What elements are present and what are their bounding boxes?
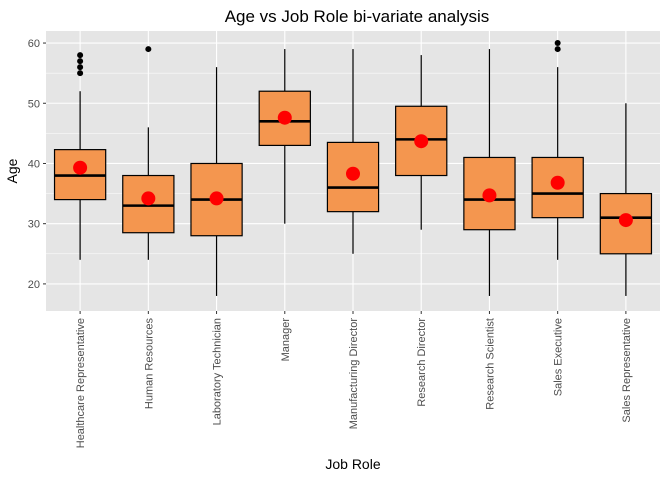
mean-point [618, 213, 633, 228]
box-3 [190, 67, 243, 296]
boxes-layer [53, 40, 653, 296]
x-tick-label: Manufacturing Director [348, 318, 360, 430]
mean-point [482, 188, 497, 203]
y-axis: 20 30 40 50 60 [28, 38, 46, 291]
box-2 [122, 46, 175, 260]
box-4 [258, 49, 311, 224]
mean-point [73, 160, 88, 175]
mean-point [209, 191, 224, 206]
mean-point [346, 166, 360, 181]
y-tick-label: 60 [28, 38, 40, 50]
box-7 [463, 49, 516, 296]
x-tick-label: Human Resources [143, 318, 155, 410]
outlier-point [554, 46, 561, 53]
outlier-point [77, 58, 84, 65]
outlier-point [145, 46, 152, 53]
x-tick-label: Sales Representative [621, 318, 633, 423]
outlier-point [77, 64, 84, 71]
box-8 [531, 40, 584, 260]
x-tick-label: Laboratory Technician [212, 318, 224, 425]
outlier-point [554, 40, 561, 47]
chart-title: Age vs Job Role bi-variate analysis [225, 7, 490, 26]
box-5 [326, 49, 380, 254]
outlier-point [77, 52, 84, 59]
y-tick-label: 50 [28, 98, 40, 110]
x-tick-label: Healthcare Representative [75, 318, 87, 448]
x-axis-title: Job Role [325, 456, 380, 472]
mean-point [141, 191, 156, 206]
x-tick-label: Manager [280, 318, 292, 362]
y-tick-label: 30 [28, 219, 40, 231]
mean-point [550, 175, 565, 190]
x-axis: Healthcare Representative Human Resources… [75, 311, 633, 448]
box-9 [599, 103, 653, 296]
x-tick-label: Sales Executive [553, 318, 565, 396]
y-tick-label: 40 [28, 158, 40, 170]
x-tick-label: Research Scientist [484, 318, 496, 410]
box-6 [395, 55, 448, 230]
y-axis-title: Age [4, 158, 20, 183]
x-tick-label: Research Director [416, 318, 428, 407]
mean-point [414, 134, 429, 149]
y-tick-label: 20 [28, 279, 40, 291]
outlier-point [77, 70, 84, 77]
box-1 [53, 52, 107, 260]
mean-point [277, 110, 292, 125]
